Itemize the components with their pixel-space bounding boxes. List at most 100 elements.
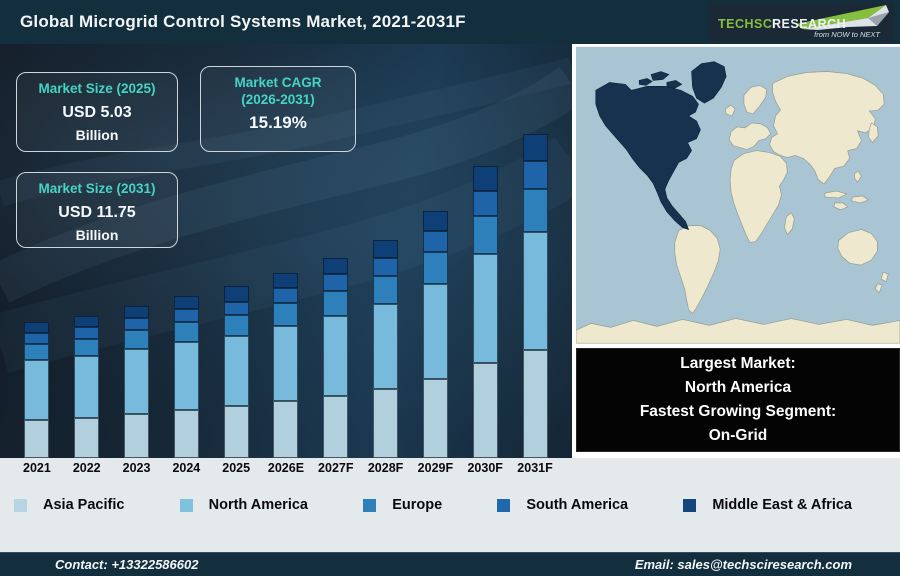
bar-segment-south-america: [173, 309, 199, 322]
map-australia: [837, 229, 878, 266]
legend-item: Middle East & Africa: [683, 497, 852, 513]
legend-row: Asia Pacific North America Europe South Ame…: [0, 497, 900, 513]
market-size-2025-unit: Billion: [75, 126, 119, 143]
legend-label: North America: [208, 497, 308, 513]
bar-segment-north-america: [74, 356, 100, 418]
legend-label: Asia Pacific: [43, 497, 125, 513]
bar-segment-north-america: [273, 326, 299, 401]
stacked-bar-2026E: [273, 273, 299, 458]
map-greenland: [691, 61, 727, 104]
stacked-bar-2029F: [422, 211, 448, 458]
bar-column: [411, 44, 461, 458]
bar-segment-middle-east-africa: [472, 166, 498, 191]
bar-segment-middle-east-africa: [74, 316, 100, 327]
callout-line-1: Largest Market:: [680, 354, 796, 372]
largest-market-callout: Largest Market: North America Fastest Gr…: [576, 348, 900, 452]
logo-text-primary: TECHSCI: [718, 17, 776, 31]
market-size-2031-unit: Billion: [75, 226, 119, 243]
stacked-bar-2027F: [323, 258, 349, 458]
logo-tagline: from NOW to NEXT: [814, 30, 881, 39]
bar-segment-asia-pacific: [24, 420, 50, 458]
market-size-2025-value: USD 5.03: [62, 103, 132, 121]
market-cagr-box: Market CAGR (2026-2031) 15.19%: [200, 66, 356, 152]
map-europe: [728, 122, 772, 150]
map-philippines: [854, 170, 862, 183]
bar-segment-middle-east-africa: [273, 273, 299, 288]
bar-segment-asia-pacific: [373, 389, 399, 458]
map-japan: [868, 122, 879, 144]
logo-text-secondary: RESEARCH: [772, 17, 846, 31]
chart-panel: Market Size (2025) USD 5.03 Billion Mark…: [0, 44, 572, 458]
bar-segment-middle-east-africa: [422, 211, 448, 231]
bar-column: [62, 44, 112, 458]
legend-swatch-icon: [363, 498, 377, 512]
bar-segment-middle-east-africa: [373, 240, 399, 258]
axis-legend-band: 2021 2022 2023 2024 2025 2026E 2027F 2028F 2029F…: [0, 458, 900, 552]
bar-segment-asia-pacific: [173, 410, 199, 458]
map-new-zealand: [880, 271, 889, 283]
bar-segment-europe: [173, 322, 199, 342]
bar-segment-north-america: [124, 349, 150, 414]
bar-column: [261, 44, 311, 458]
legend-item: South America: [497, 497, 628, 513]
footer-email: Email: sales@techsciresearch.com: [634, 557, 852, 572]
stacked-bar-2031F: [522, 134, 548, 458]
stacked-bar-2022: [74, 316, 100, 458]
legend-label: Middle East & Africa: [712, 497, 852, 513]
market-cagr-label: Market CAGR: [234, 75, 322, 90]
bar-segment-europe: [472, 216, 498, 254]
bar-segment-asia-pacific: [74, 418, 100, 458]
logo-arrow-silver-icon: [802, 5, 889, 30]
bar-segment-asia-pacific: [422, 379, 448, 458]
market-size-2031-box: Market Size (2031) USD 11.75 Billion: [16, 172, 178, 248]
market-cagr-label-years: (2026-2031): [241, 91, 315, 107]
bar-column: [161, 44, 211, 458]
bar-segment-south-america: [522, 161, 548, 189]
bar-segment-europe: [373, 276, 399, 304]
legend-label: South America: [526, 497, 629, 513]
bar-column: [211, 44, 261, 458]
bar-segment-north-america: [522, 232, 548, 350]
main-row: Market Size (2025) USD 5.03 Billion Mark…: [0, 44, 900, 458]
bar-segment-north-america: [173, 342, 199, 410]
header-bar: Global Microgrid Control Systems Market,…: [0, 0, 900, 44]
logo-arrow-green-icon: [796, 5, 886, 29]
market-size-2025-label: Market Size (2025): [38, 81, 156, 96]
bar-column: [460, 44, 510, 458]
bar-segment-south-america: [323, 274, 349, 291]
map-arctic-island: [650, 71, 670, 81]
map-asia: [769, 71, 885, 185]
map-scandinavia: [743, 84, 768, 115]
map-landmasses: [576, 71, 900, 344]
bar-column: [112, 44, 162, 458]
page-title: Global Microgrid Control Systems Market,…: [20, 12, 466, 31]
legend-swatch-icon: [497, 498, 511, 512]
logo-arrow-notch-icon: [868, 12, 889, 26]
stacked-bar-2024: [173, 296, 199, 458]
bar-segment-europe: [422, 252, 448, 284]
map-uk: [724, 104, 736, 117]
bar-segment-europe: [273, 303, 299, 326]
x-axis-label: 2027F: [318, 461, 354, 475]
x-axis-label: 2029F: [417, 461, 454, 475]
x-axis-label: 2025: [222, 461, 251, 475]
world-map-svg: [576, 46, 900, 344]
callout-line-4: On-Grid: [708, 427, 768, 445]
stacked-bar-2021: [24, 322, 50, 458]
bar-segment-europe: [323, 291, 349, 316]
bar-segment-europe: [74, 339, 100, 356]
stacked-bar-2030F: [472, 166, 498, 458]
bar-segment-asia-pacific: [323, 396, 349, 458]
legend-item: North America: [179, 497, 308, 513]
bar-column: [510, 44, 560, 458]
map-north-america-highlight: [595, 61, 727, 231]
x-axis-label: 2023: [122, 461, 151, 475]
bars-row: [0, 44, 572, 458]
bar-segment-south-america: [373, 258, 399, 276]
callout-line-3: Fastest Growing Segment:: [639, 403, 837, 420]
bar-segment-middle-east-africa: [24, 322, 50, 333]
footer-contact: Contact: +13322586602: [55, 557, 199, 572]
map-indonesia-3: [833, 202, 849, 211]
legend-label: Europe: [392, 497, 443, 513]
stacked-bar-2023: [124, 306, 150, 458]
